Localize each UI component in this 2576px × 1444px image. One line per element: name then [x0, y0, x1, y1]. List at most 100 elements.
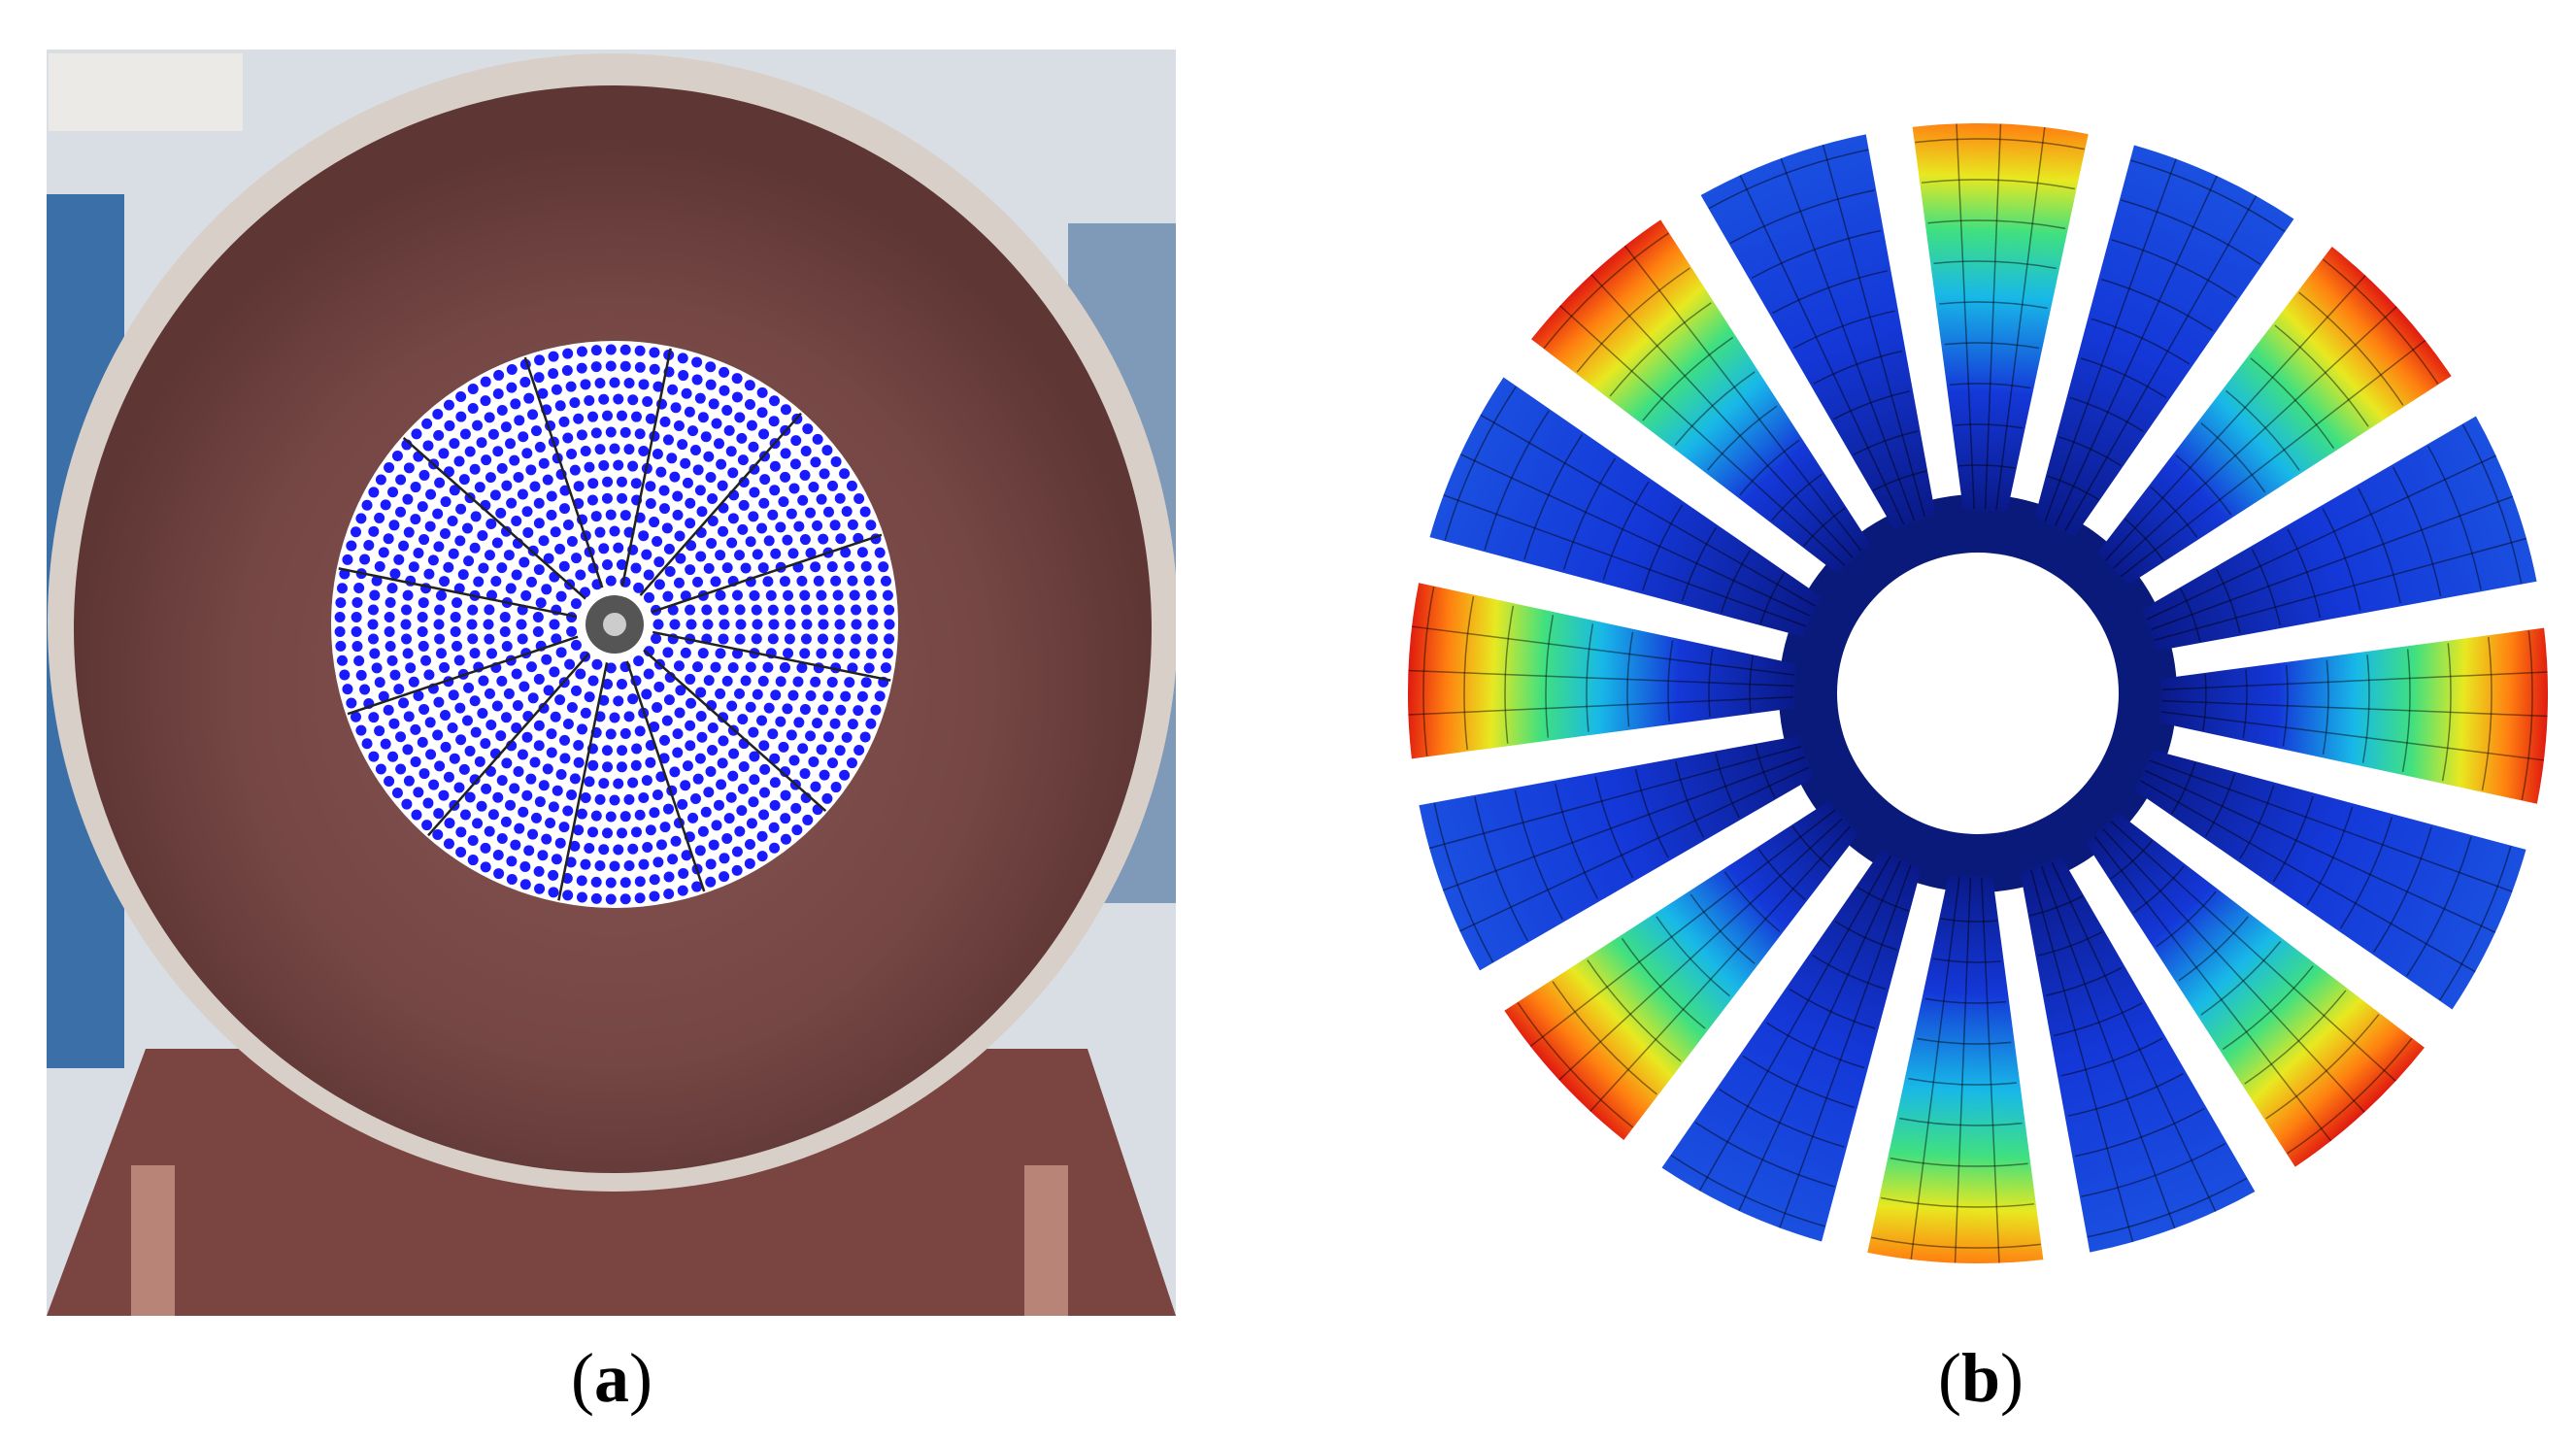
marker-dot	[561, 364, 573, 376]
mesh-arc	[1765, 1022, 1865, 1069]
marker-dot	[605, 509, 617, 521]
marker-dot	[355, 724, 367, 736]
marker-dot	[882, 589, 893, 601]
marker-dot	[525, 773, 537, 785]
marker-dot	[822, 690, 834, 702]
mesh-arc	[1634, 768, 1669, 858]
mesh-arc	[1915, 138, 2085, 151]
mesh-arc	[1757, 848, 1806, 900]
mesh-arc	[1890, 1157, 2028, 1167]
marker-dot	[601, 745, 613, 756]
marker-dot	[652, 702, 663, 714]
marker-dot	[655, 466, 667, 478]
mesh-arc	[1576, 267, 1690, 373]
marker-dot	[694, 753, 706, 764]
marker-dot	[455, 826, 467, 838]
marker-dot	[532, 611, 544, 622]
marker-dot	[805, 507, 817, 519]
marker-dot	[711, 820, 722, 831]
marker-dot	[748, 726, 759, 738]
mesh-arc	[1444, 386, 1517, 541]
marker-dot	[369, 589, 381, 601]
marker-dot	[701, 604, 713, 616]
marker-dot	[613, 542, 624, 554]
marker-dot	[477, 529, 488, 541]
mesh-line	[1589, 825, 1851, 1112]
marker-dot	[731, 391, 743, 403]
marker-dot	[506, 874, 518, 886]
marker-dot	[573, 413, 585, 424]
marker-dot	[726, 700, 738, 712]
marker-dot	[558, 560, 570, 572]
marker-dot	[418, 534, 430, 546]
marker-dot	[374, 677, 385, 688]
marker-dot	[847, 519, 858, 530]
marker-dot	[617, 745, 628, 756]
mesh-arc	[2175, 454, 2232, 516]
marker-dot	[496, 832, 508, 844]
marker-dot	[787, 548, 799, 559]
marker-dot	[484, 604, 495, 616]
marker-dot	[417, 736, 428, 748]
marker-dot	[763, 535, 775, 547]
marker-dot	[425, 488, 437, 500]
mesh-arc	[2426, 445, 2482, 590]
mesh-arc	[2053, 1002, 2143, 1037]
marker-dot	[433, 808, 445, 820]
mesh-arc	[1812, 954, 1887, 991]
marker-dot	[856, 690, 868, 702]
blade-surface	[2159, 627, 2548, 804]
marker-dot	[424, 717, 436, 728]
marker-dot	[863, 662, 875, 674]
marker-dot	[346, 697, 357, 709]
marker-dot	[748, 796, 759, 808]
marker-dot	[423, 568, 435, 580]
marker-dot	[558, 822, 570, 833]
marker-dot	[410, 756, 421, 767]
marker-dot	[533, 673, 545, 685]
marker-dot	[546, 728, 557, 740]
marker-dot	[391, 788, 403, 799]
marker-dot	[542, 474, 553, 486]
mesh-arc	[2339, 817, 2393, 929]
marker-dot	[641, 688, 652, 700]
marker-dot	[548, 869, 559, 881]
marker-dot	[424, 521, 436, 532]
mesh-arc	[2272, 795, 2314, 883]
marker-dot	[598, 543, 610, 554]
marker-dot	[386, 583, 398, 594]
marker-dot	[783, 589, 794, 601]
marker-dot	[769, 753, 781, 764]
marker-dot	[374, 512, 385, 523]
marker-dot	[634, 809, 646, 821]
marker-dot	[469, 774, 481, 786]
marker-dot	[678, 370, 689, 382]
marker-dot	[501, 641, 513, 653]
marker-dot	[346, 540, 357, 552]
mesh-arc	[2205, 773, 2235, 837]
mesh-arc	[1791, 825, 1831, 869]
marker-dot	[707, 515, 719, 526]
marker-dot	[721, 405, 733, 417]
marker-dot	[659, 416, 671, 427]
marker-dot	[744, 380, 755, 391]
marker-dot	[549, 619, 560, 630]
marker-dot	[827, 757, 839, 769]
marker-dot	[674, 530, 686, 542]
marker-dot	[695, 551, 707, 562]
marker-dot	[829, 718, 841, 729]
marker-dot	[617, 827, 628, 839]
marker-dot	[601, 492, 613, 504]
marker-dot	[467, 383, 479, 394]
marker-dot	[662, 647, 674, 658]
disk-seam	[523, 356, 604, 588]
marker-dot	[645, 824, 656, 836]
mesh-line	[1779, 864, 1912, 1228]
marker-dot	[652, 619, 664, 630]
marker-dot	[467, 633, 479, 645]
marker-dot	[525, 576, 537, 588]
marker-dot	[810, 781, 821, 792]
mesh-line	[2051, 861, 2217, 1212]
mesh-arc	[1933, 260, 2057, 270]
mesh-arc	[2150, 487, 2198, 539]
